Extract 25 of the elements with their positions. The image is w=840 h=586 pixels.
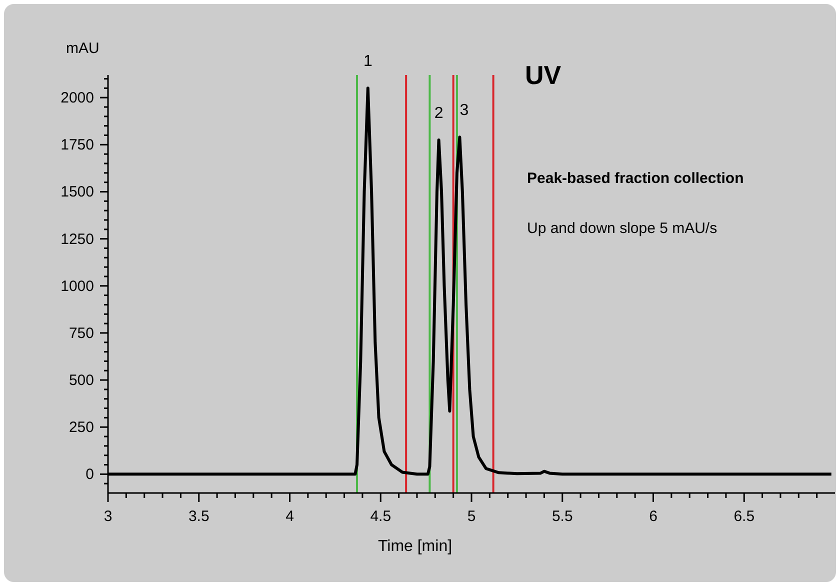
x-tick-label: 3.5 [188,508,210,525]
y-tick-label: 750 [68,324,94,342]
x-tick-label: 5.5 [552,508,573,525]
y-tick-label: 250 [68,419,94,436]
annotation: Up and down slope 5 mAU/s [527,220,718,237]
x-tick-label: 3 [104,508,112,525]
y-axis-title: mAU [66,40,100,57]
x-tick-label: 6.5 [734,508,755,525]
annotation: Peak-based fraction collection [527,170,744,187]
x-tick-label: 4.5 [370,508,392,525]
annotation: 1 [363,53,372,70]
y-tick-label: 500 [68,372,94,390]
y-tick-label: 1000 [60,278,94,295]
x-tick-label: 6 [649,508,658,525]
y-tick-label: 0 [86,466,94,484]
annotation: 3 [460,102,469,120]
y-tick-label: 1250 [60,230,94,248]
x-tick-label: 5 [467,508,476,525]
y-tick-label: 1500 [60,184,94,201]
annotation: UV [525,60,562,91]
y-tick-label: 1750 [60,136,94,154]
x-tick-label: 4 [286,508,294,525]
y-tick-label: 2000 [60,90,94,107]
x-axis-title: Time [min] [376,538,454,556]
annotation: 2 [434,104,444,122]
